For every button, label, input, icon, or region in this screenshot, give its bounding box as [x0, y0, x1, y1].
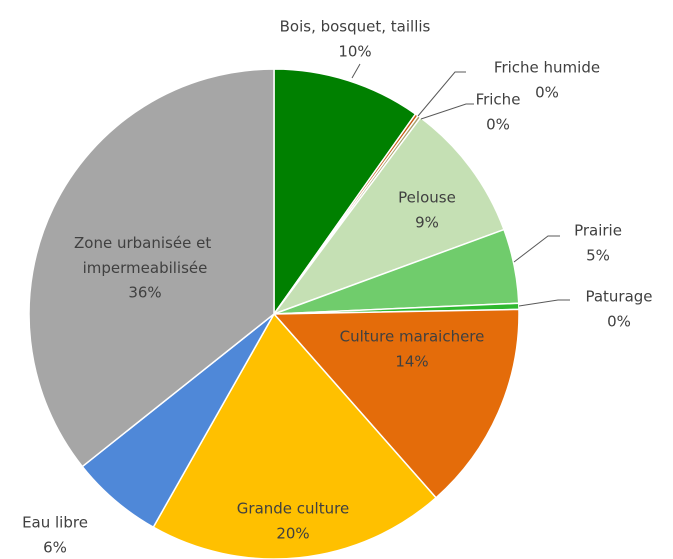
value-label: 0%	[607, 313, 631, 331]
value-label: 9%	[415, 214, 439, 232]
slice-label: Paturage	[585, 288, 652, 306]
slice-label: Eau libre	[22, 514, 88, 532]
value-label: 10%	[338, 43, 371, 61]
value-label: 36%	[128, 284, 161, 302]
slice-label: Zone urbanisée et impermeabilisée	[74, 234, 216, 277]
slice-label: Culture maraichere	[340, 328, 485, 346]
leader-line	[351, 63, 361, 79]
leader-lines	[351, 63, 570, 307]
leader-line	[518, 299, 570, 307]
slice-label: Friche humide	[494, 59, 600, 77]
value-label: 5%	[586, 247, 610, 265]
leader-line	[513, 235, 560, 263]
value-label: 14%	[395, 353, 428, 371]
slices	[28, 68, 520, 559]
label-line: impermeabilisée	[83, 259, 208, 277]
pie-slice	[272, 308, 520, 499]
slice-label: Bois, bosquet, taillis	[280, 18, 431, 36]
pie-slice	[271, 116, 505, 316]
leader-line	[420, 103, 474, 120]
pie-slice	[28, 68, 275, 468]
value-label: 0%	[535, 84, 559, 102]
value-label: 20%	[276, 525, 309, 543]
slice-label: Prairie	[574, 222, 622, 240]
slice-label: Friche	[476, 91, 521, 109]
slice-label: Pelouse	[398, 189, 456, 207]
leader-line	[417, 71, 466, 117]
label-line: Zone urbanisée et	[74, 234, 216, 252]
value-label: 6%	[43, 539, 67, 557]
pie-slice	[273, 68, 417, 317]
slice-label: Grande culture	[237, 500, 349, 518]
pie-slice	[152, 312, 438, 559]
value-label: 0%	[486, 116, 510, 134]
